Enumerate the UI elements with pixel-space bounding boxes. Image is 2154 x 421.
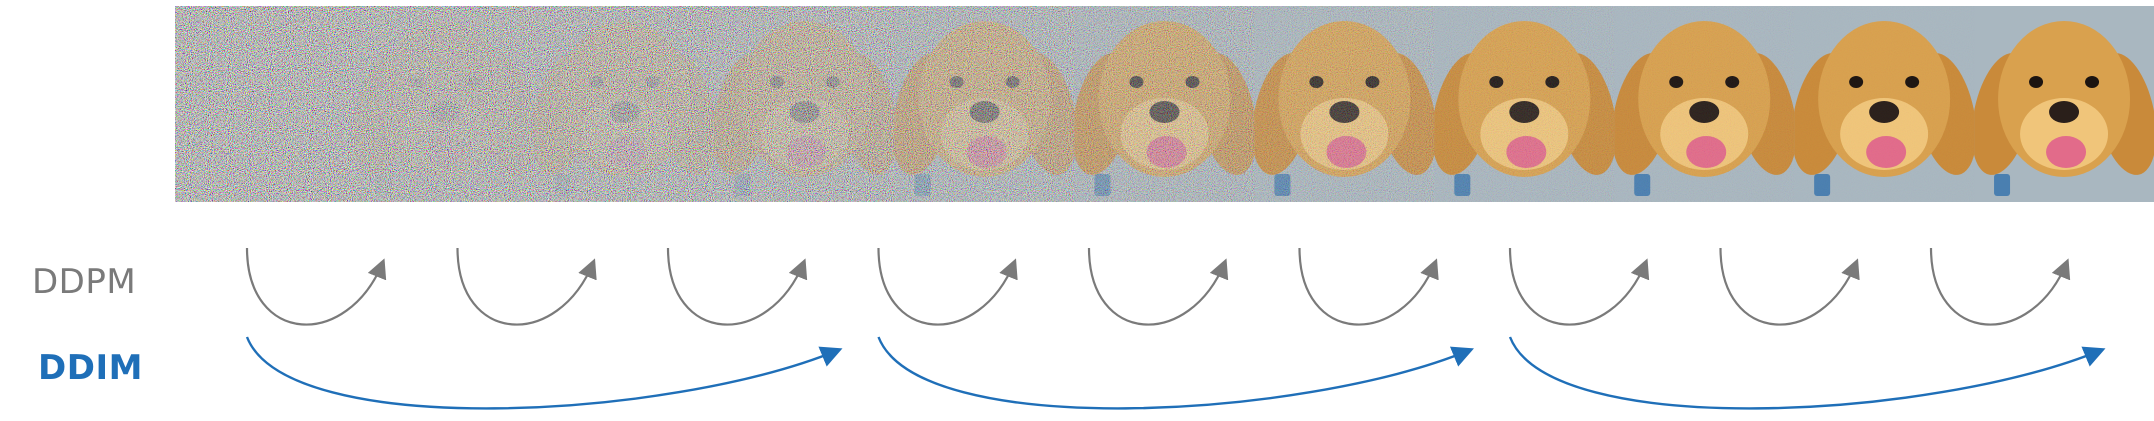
denoising-frame	[1614, 6, 1796, 202]
denoising-frame	[354, 6, 536, 202]
ddim-step-arrow	[877, 336, 1474, 410]
denoising-frame	[1074, 6, 1256, 202]
denoising-frame	[894, 6, 1076, 202]
ddpm-step-arrow	[1298, 247, 1439, 326]
ddpm-step-arrow	[1929, 247, 2071, 326]
denoising-frame	[1254, 6, 1436, 202]
ddim-label: DDIM	[38, 348, 143, 388]
denoising-frame	[714, 6, 896, 202]
denoising-frame	[534, 6, 716, 202]
ddim-step-arrow	[1508, 336, 2106, 410]
ddpm-label: DDPM	[32, 262, 137, 302]
ddpm-step-arrow	[666, 247, 808, 326]
ddpm-step-arrow	[1508, 247, 1650, 326]
denoising-frame	[175, 6, 356, 202]
ddim-step-arrow	[245, 336, 843, 410]
ddpm-step-arrows	[245, 247, 2071, 326]
denoising-frame	[1974, 6, 2154, 202]
denoising-frame	[1434, 6, 1616, 202]
ddpm-step-arrow	[877, 247, 1018, 326]
ddim-step-arrows	[245, 336, 2106, 410]
denoising-frame	[1794, 6, 1976, 202]
ddpm-step-arrow	[1719, 247, 1860, 326]
ddpm-step-arrow	[456, 247, 597, 326]
ddpm-step-arrow	[245, 247, 387, 326]
denoising-image-strip	[175, 6, 2154, 202]
ddpm-step-arrow	[1087, 247, 1229, 326]
